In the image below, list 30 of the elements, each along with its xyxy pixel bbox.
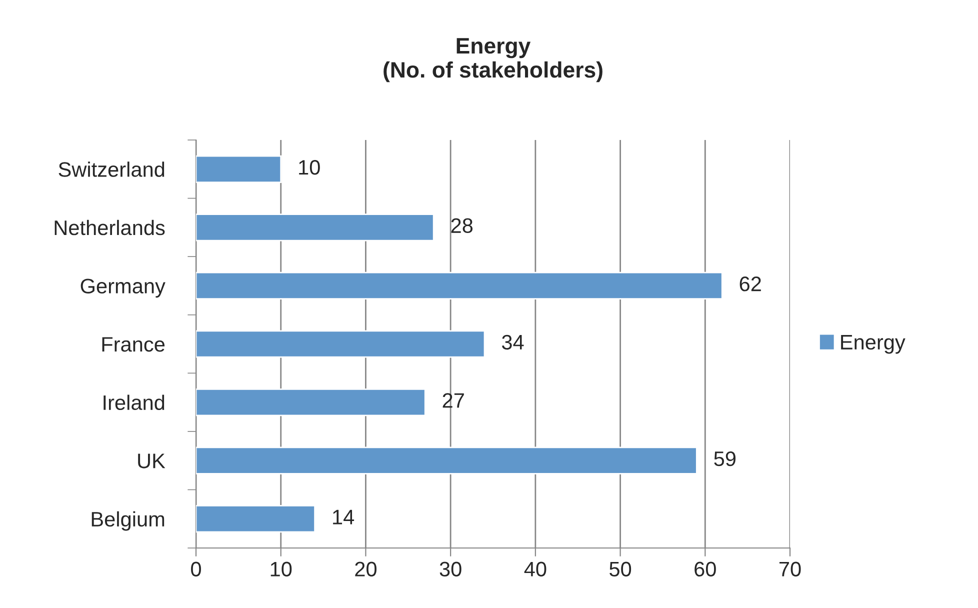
y-tick-label: Switzerland	[58, 162, 164, 177]
x-tick-label: 30	[440, 562, 462, 576]
chart-title: Energy (No. of stakeholders)	[384, 38, 602, 82]
x-tick-label: 50	[610, 562, 632, 576]
y-tick-label: Netherlands	[54, 220, 165, 236]
x-tick-label: 20	[355, 562, 376, 576]
y-tick-label: Ireland	[104, 394, 164, 410]
bar	[196, 155, 282, 183]
y-tick-label: Belgium	[92, 511, 164, 531]
y-tick-label: UK	[138, 454, 166, 468]
bar	[196, 505, 316, 533]
data-label: 59	[714, 451, 736, 466]
y-tick-label: France	[102, 337, 165, 352]
data-label: 62	[740, 276, 761, 292]
bar	[196, 272, 723, 300]
y-tick-label: Germany	[80, 278, 166, 298]
bar	[196, 330, 486, 358]
x-tick-label: 60	[694, 562, 716, 576]
bar	[196, 388, 426, 416]
data-label: 34	[502, 334, 524, 350]
legend-label: Energy	[841, 335, 906, 354]
x-tick-label: 70	[779, 562, 801, 576]
x-tick-label: 10	[270, 562, 292, 576]
x-tick-label: 40	[524, 562, 546, 576]
x-tick-label: 0	[191, 562, 201, 576]
data-label: 28	[451, 218, 473, 234]
data-label: 10	[299, 160, 320, 175]
bar	[196, 214, 434, 242]
data-label: 14	[333, 510, 354, 524]
bar	[196, 446, 698, 474]
